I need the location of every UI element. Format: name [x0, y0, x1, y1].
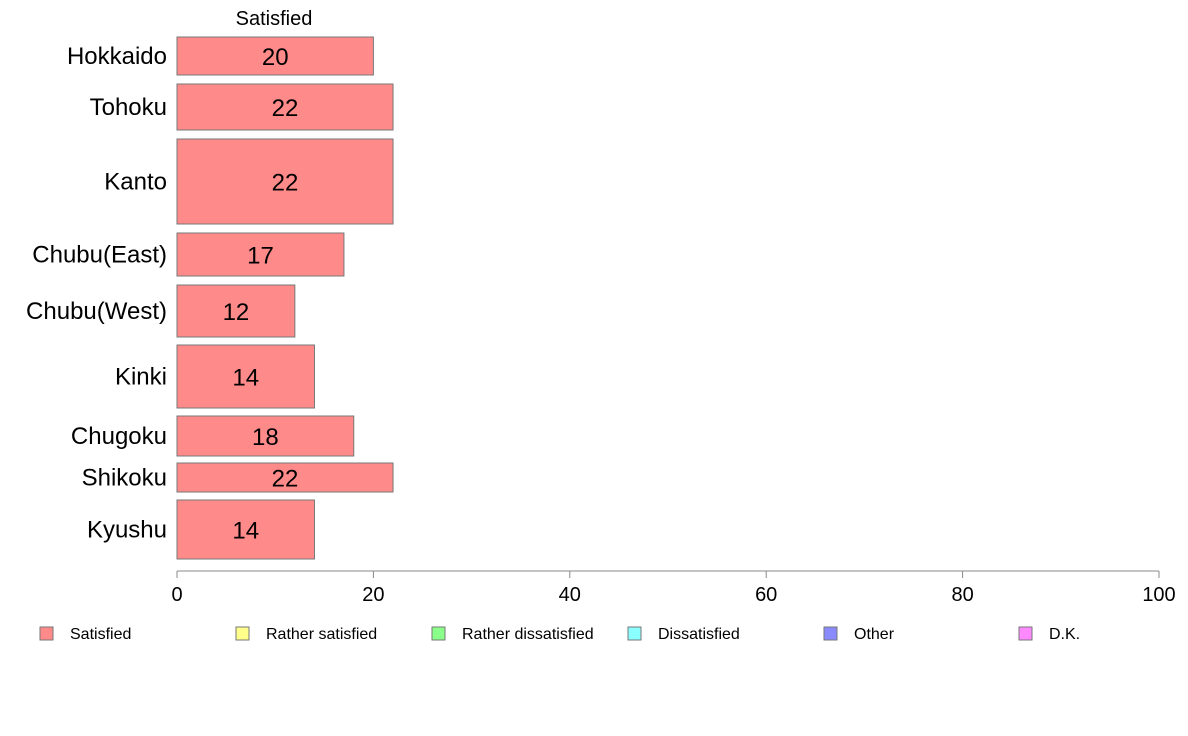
bar-value-label: 17	[247, 243, 274, 270]
bar-value-label: 12	[223, 299, 250, 326]
x-axis: 0 20 40 60 80 100	[171, 570, 1176, 606]
bar-kinki	[176, 344, 315, 409]
bar-value-label: 22	[272, 95, 299, 122]
bar-tohoku	[176, 83, 394, 131]
legend-swatch-dissatisfied	[627, 626, 642, 641]
bar-value-label: 14	[232, 365, 259, 392]
legend-swatch-d-k-	[1018, 626, 1033, 641]
legend-label-dissatisfied: Dissatisfied	[658, 626, 740, 643]
legend-label-rather-satisfied: Rather satisfied	[266, 626, 377, 643]
bars: 20 22 22 17 12 14 18 22 14	[176, 36, 394, 560]
legend-swatch-rather-dissatisfied	[431, 626, 446, 641]
bar-hokkaido	[176, 36, 374, 76]
category-label-kanto: Kanto	[104, 169, 167, 196]
bar-chugoku	[176, 415, 355, 457]
legend-swatch-other	[823, 626, 838, 641]
category-label-shikoku: Shikoku	[82, 465, 167, 492]
bar-value-label: 14	[232, 518, 259, 545]
x-tick-label: 0	[171, 584, 182, 606]
bar-kanto	[176, 138, 394, 225]
bar-chubu-west	[176, 284, 296, 338]
legend-label-other: Other	[854, 626, 895, 643]
bar-value-label: 22	[272, 170, 299, 197]
legend-label-d-k-: D.K.	[1049, 626, 1080, 643]
bar-value-label: 18	[252, 424, 279, 451]
category-label-kinki: Kinki	[115, 364, 167, 391]
legend-label-satisfied: Satisfied	[70, 626, 131, 643]
legend-label-rather-dissatisfied: Rather dissatisfied	[462, 626, 594, 643]
category-label-chubu-east: Chubu(East)	[32, 242, 167, 269]
category-label-chugoku: Chugoku	[71, 423, 167, 450]
bar-kyushu	[176, 499, 315, 560]
bar-value-label: 20	[262, 44, 289, 71]
x-tick-label: 20	[362, 584, 384, 606]
category-labels: Hokkaido Tohoku Kanto Chubu(East) Chubu(West…	[26, 43, 167, 544]
category-label-chubu-west: Chubu(West)	[26, 298, 167, 325]
bar-chubu-east	[176, 232, 345, 277]
legend-swatch-rather-satisfied	[235, 626, 250, 641]
x-tick-label: 60	[755, 584, 777, 606]
category-label-hokkaido: Hokkaido	[67, 43, 167, 70]
x-tick-label: 100	[1142, 584, 1175, 606]
x-tick-label: 40	[559, 584, 581, 606]
x-tick-label: 80	[951, 584, 973, 606]
bar-shikoku	[176, 462, 394, 493]
category-label-tohoku: Tohoku	[90, 94, 167, 121]
legend: Satisfied Rather satisfied Rather dissatis…	[39, 626, 1080, 643]
legend-swatch-satisfied	[39, 626, 54, 641]
bar-value-label: 22	[272, 466, 299, 493]
column-header: Satisfied	[236, 8, 313, 30]
category-label-kyushu: Kyushu	[87, 517, 167, 544]
